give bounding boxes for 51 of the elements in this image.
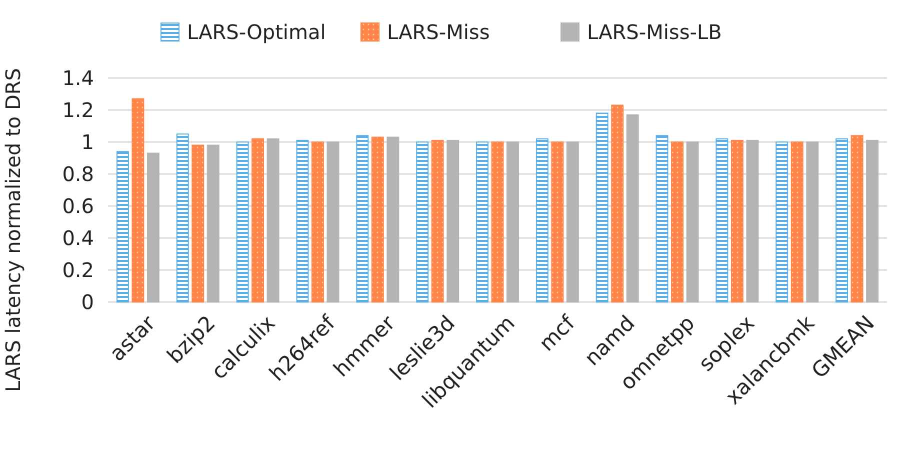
bar xyxy=(476,142,488,302)
bar xyxy=(566,142,579,302)
bar xyxy=(536,138,548,302)
bar xyxy=(386,136,400,302)
bar xyxy=(686,142,699,302)
bar xyxy=(836,138,848,302)
bar xyxy=(776,142,788,302)
bar xyxy=(312,142,324,302)
bar xyxy=(611,104,624,302)
bar xyxy=(252,138,264,302)
y-tick-label: 0.8 xyxy=(62,162,94,186)
bar xyxy=(596,112,608,302)
bar xyxy=(326,142,340,302)
bar xyxy=(716,138,728,302)
y-tick-label: 1.4 xyxy=(62,66,94,90)
bar xyxy=(446,140,460,302)
bar xyxy=(431,140,444,302)
bar xyxy=(790,142,804,302)
legend-label: LARS-Optimal xyxy=(187,20,326,44)
bar xyxy=(551,142,564,302)
bar xyxy=(371,136,384,302)
bar xyxy=(266,138,280,302)
bar xyxy=(132,98,144,302)
y-tick-label: 1.2 xyxy=(62,98,94,122)
bar xyxy=(730,140,744,302)
bar xyxy=(656,135,668,302)
bar xyxy=(806,142,819,302)
y-tick-label: 0.2 xyxy=(62,258,94,282)
y-tick-label: 0.6 xyxy=(62,194,94,218)
bar xyxy=(192,144,204,302)
y-axis-title: LARS latency normalized to DRS xyxy=(1,68,25,392)
bar xyxy=(206,144,220,302)
bar xyxy=(746,140,759,302)
bar xyxy=(626,114,639,302)
bar xyxy=(850,135,864,302)
bar xyxy=(671,142,684,302)
y-tick-label: 1 xyxy=(81,130,94,154)
bar xyxy=(176,134,189,302)
bar xyxy=(416,142,429,302)
bar xyxy=(296,140,309,302)
bar xyxy=(506,142,519,302)
legend-label: LARS-Miss-LB xyxy=(587,20,722,44)
bar xyxy=(146,152,160,302)
legend-label: LARS-Miss xyxy=(387,20,490,44)
bar xyxy=(356,135,369,302)
bar xyxy=(236,142,249,302)
bar xyxy=(491,142,504,302)
y-tick-label: 0.4 xyxy=(62,226,94,250)
y-tick-label: 0 xyxy=(81,290,94,314)
bar xyxy=(866,140,879,302)
bar xyxy=(116,151,129,302)
